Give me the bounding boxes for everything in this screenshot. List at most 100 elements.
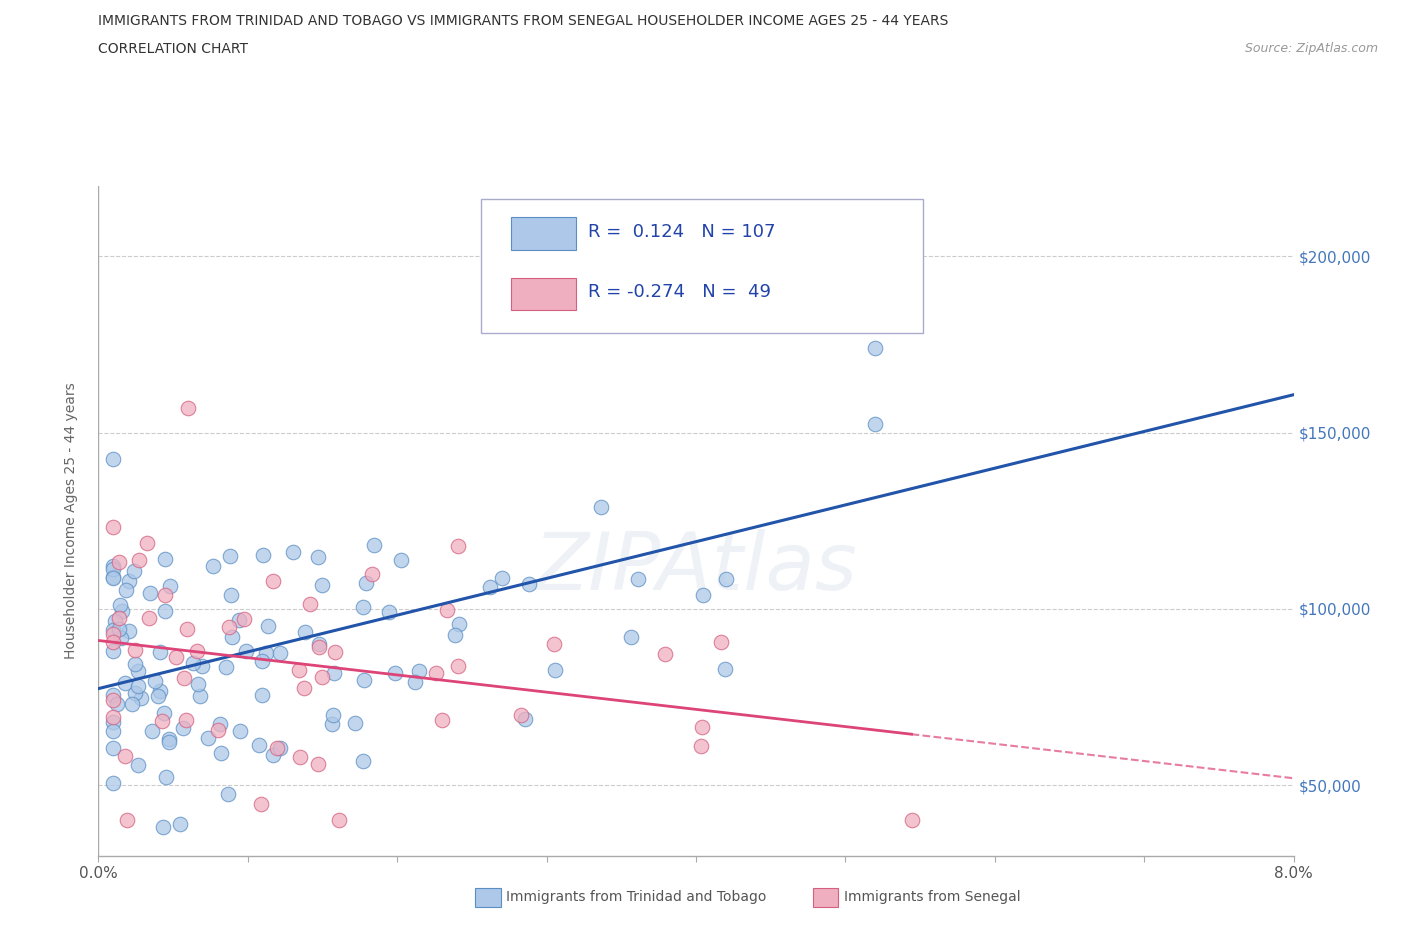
Point — [127, 757, 149, 772]
Text: Source: ZipAtlas.com: Source: ZipAtlas.com — [1244, 42, 1378, 55]
Point — [692, 588, 714, 603]
Point — [176, 622, 198, 637]
Point — [281, 545, 304, 560]
Point — [690, 720, 713, 735]
Point — [103, 741, 125, 756]
Point — [361, 566, 384, 581]
Y-axis label: Householder Income Ages 25 - 44 years: Householder Income Ages 25 - 44 years — [63, 382, 77, 659]
Point — [269, 645, 291, 660]
Point — [157, 731, 180, 746]
Point — [177, 401, 200, 416]
Point — [127, 678, 149, 693]
Point — [155, 551, 177, 566]
Point — [354, 576, 377, 591]
Point — [478, 579, 501, 594]
Point — [221, 630, 243, 644]
Point — [378, 604, 401, 619]
Point — [404, 674, 426, 689]
Point — [103, 776, 125, 790]
Point — [298, 597, 321, 612]
Point — [166, 650, 188, 665]
Point — [294, 625, 316, 640]
Point — [103, 693, 125, 708]
Point — [353, 672, 375, 687]
Point — [111, 604, 134, 618]
Point — [103, 570, 125, 585]
Point — [323, 644, 346, 659]
Text: Immigrants from Senegal: Immigrants from Senegal — [844, 890, 1021, 905]
Point — [307, 550, 329, 565]
Point — [114, 676, 136, 691]
Point — [363, 538, 385, 552]
Point — [250, 687, 273, 702]
Point — [118, 624, 141, 639]
Point — [689, 738, 711, 753]
Point — [124, 564, 146, 578]
Point — [250, 654, 273, 669]
Point — [103, 688, 125, 703]
Bar — [510, 218, 576, 249]
Point — [149, 644, 172, 659]
Point — [152, 820, 174, 835]
Point — [262, 748, 284, 763]
Point — [591, 499, 613, 514]
Point — [215, 659, 238, 674]
Point — [209, 746, 232, 761]
Point — [124, 685, 146, 700]
Point — [121, 697, 143, 711]
Point — [217, 786, 239, 801]
Point — [103, 724, 125, 739]
Point — [509, 708, 531, 723]
Point — [110, 598, 132, 613]
Point — [181, 656, 204, 671]
Point — [515, 711, 537, 726]
Point — [153, 604, 176, 618]
Point — [624, 291, 647, 306]
Point — [105, 697, 128, 711]
Point — [103, 622, 125, 637]
Text: Immigrants from Trinidad and Tobago: Immigrants from Trinidad and Tobago — [506, 890, 766, 905]
Point — [124, 657, 146, 671]
Point — [103, 520, 125, 535]
Point — [207, 723, 229, 737]
Point — [436, 603, 458, 618]
Point — [425, 666, 447, 681]
Point — [124, 643, 146, 658]
Point — [197, 731, 219, 746]
Point — [149, 684, 172, 698]
Point — [544, 663, 567, 678]
Point — [118, 573, 141, 588]
Text: IMMIGRANTS FROM TRINIDAD AND TOBAGO VS IMMIGRANTS FROM SENEGAL HOUSEHOLDER INCOM: IMMIGRANTS FROM TRINIDAD AND TOBAGO VS I… — [98, 14, 949, 28]
Point — [146, 688, 169, 703]
Text: R = -0.274   N =  49: R = -0.274 N = 49 — [589, 283, 772, 300]
Point — [103, 452, 125, 467]
Point — [321, 717, 343, 732]
Point — [135, 536, 157, 551]
Point — [103, 561, 125, 576]
Point — [352, 753, 374, 768]
Point — [159, 578, 181, 593]
Point — [169, 817, 191, 831]
Point — [352, 600, 374, 615]
Point — [228, 613, 250, 628]
Point — [343, 715, 366, 730]
Point — [311, 670, 333, 684]
Point — [173, 671, 195, 685]
Point — [219, 588, 242, 603]
Point — [262, 574, 284, 589]
Point — [257, 618, 280, 633]
Point — [110, 631, 132, 645]
Point — [517, 577, 540, 591]
Text: ZIPAtlas: ZIPAtlas — [534, 528, 858, 606]
Point — [186, 644, 208, 658]
Point — [143, 673, 166, 688]
Point — [389, 552, 412, 567]
Point — [172, 721, 194, 736]
Point — [108, 610, 131, 625]
Point — [157, 735, 180, 750]
Point — [252, 548, 274, 563]
Point — [150, 714, 173, 729]
Point — [103, 569, 125, 584]
Point — [138, 611, 160, 626]
Point — [201, 559, 224, 574]
